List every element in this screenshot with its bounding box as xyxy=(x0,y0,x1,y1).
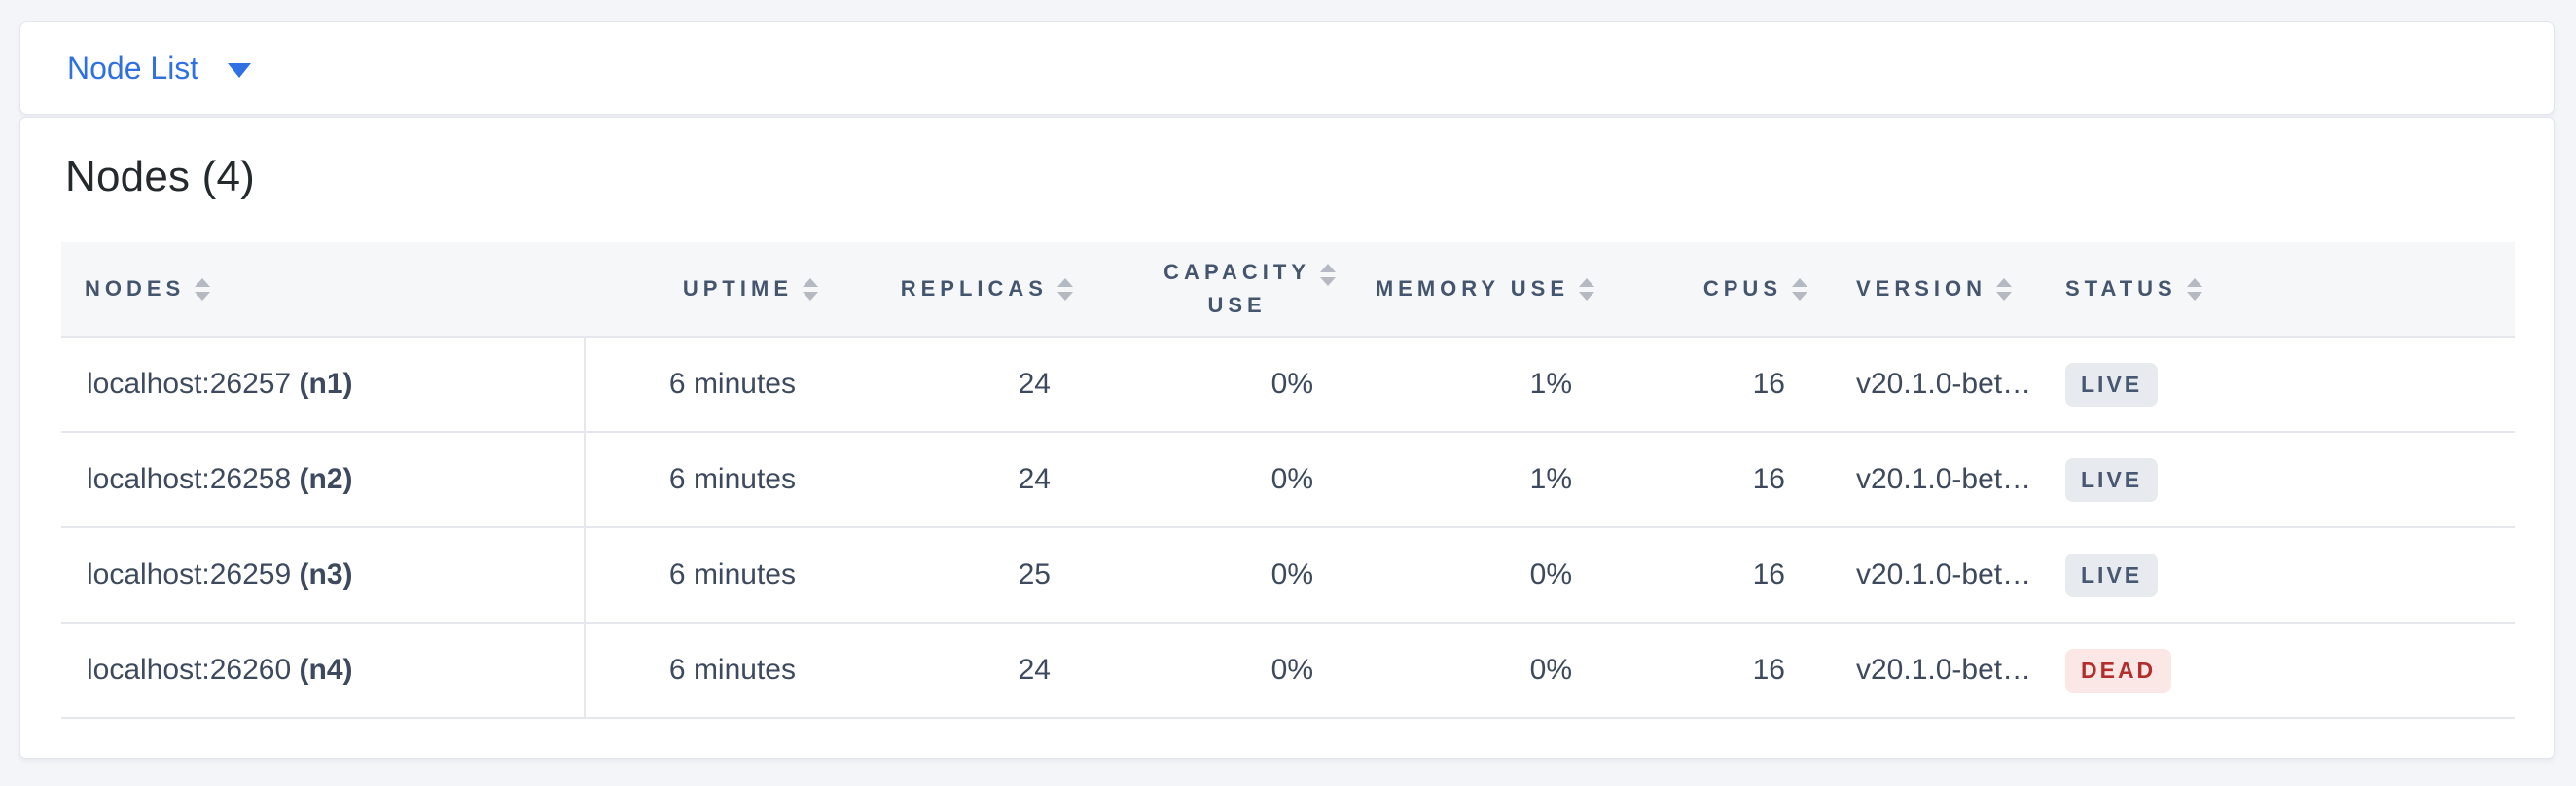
status-badge: LIVE xyxy=(2065,362,2159,407)
column-header-memory_use[interactable]: MEMORY USE xyxy=(1357,242,1616,337)
column-header-capacity_use[interactable]: CAPACITY USE xyxy=(1094,242,1357,337)
column-label: UPTIME xyxy=(682,276,793,301)
cell-version: v20.1.0-bet… xyxy=(1856,368,2032,400)
cell-memory_use: 0% xyxy=(1529,654,1572,686)
cell-uptime: 6 minutes xyxy=(668,463,796,495)
cell-memory_use: 0% xyxy=(1529,558,1572,590)
cell-version: v20.1.0-bet… xyxy=(1856,463,2032,495)
node-list-table: NODES UPTIME REPLICAS CAPACITY USE MEMORY USE… xyxy=(61,242,2515,719)
cell-status: LIVE xyxy=(2046,432,2515,527)
column-label: CAPACITY USE xyxy=(1163,260,1310,317)
column-header-cpus[interactable]: CPUS xyxy=(1616,242,1829,337)
table-header-row: NODES UPTIME REPLICAS CAPACITY USE MEMORY USE… xyxy=(61,242,2515,337)
sort-icon xyxy=(803,277,818,301)
cell-replicas: 24 xyxy=(1018,654,1051,686)
page-title: Nodes (4) xyxy=(65,153,255,200)
node-id: (n3) xyxy=(299,558,353,590)
cell-cpus: 16 xyxy=(1752,368,1785,400)
column-header-status[interactable]: STATUS xyxy=(2046,242,2515,337)
column-label: MEMORY USE xyxy=(1375,276,1569,301)
cell-capacity_use: 0% xyxy=(1270,368,1313,400)
sort-icon xyxy=(1792,277,1807,301)
cell-status: LIVE xyxy=(2046,527,2515,623)
cell-replicas: 25 xyxy=(1018,558,1051,590)
table-row: localhost:26259 (n3) 6 minutes 25 0% 0% 16 v20… xyxy=(61,527,2515,623)
sort-icon xyxy=(1996,277,2013,301)
cell-node-address[interactable]: localhost:26259 (n3) xyxy=(61,527,586,623)
sort-icon xyxy=(1057,277,1073,301)
column-label: VERSION xyxy=(1856,276,1987,301)
cell-status: DEAD xyxy=(2046,623,2515,718)
view-selector-dropdown[interactable]: Node List xyxy=(67,51,252,86)
sort-icon xyxy=(1579,277,1594,301)
cell-node-address[interactable]: localhost:26258 (n2) xyxy=(61,432,586,527)
node-id: (n4) xyxy=(299,654,353,686)
view-selector-bar: Node List xyxy=(19,21,2555,115)
cell-status: LIVE xyxy=(2046,337,2515,432)
caret-down-icon xyxy=(228,62,252,78)
column-label: NODES xyxy=(85,276,186,301)
cell-uptime: 6 minutes xyxy=(668,558,796,590)
table-row: localhost:26257 (n1) 6 minutes 24 0% 1% 16 v20… xyxy=(61,337,2515,432)
cell-version: v20.1.0-bet… xyxy=(1856,654,2032,686)
cell-cpus: 16 xyxy=(1752,463,1785,495)
view-selector-label: Node List xyxy=(67,51,199,86)
cell-memory_use: 1% xyxy=(1529,463,1572,495)
node-id: (n1) xyxy=(299,368,353,400)
column-header-version[interactable]: VERSION xyxy=(1829,242,2046,337)
status-badge: LIVE xyxy=(2065,553,2159,597)
cell-cpus: 16 xyxy=(1752,558,1785,590)
table-row: localhost:26260 (n4) 6 minutes 24 0% 0% 16 v20… xyxy=(61,623,2515,718)
sort-icon xyxy=(2186,277,2202,301)
cell-cpus: 16 xyxy=(1752,654,1785,686)
column-label: REPLICAS xyxy=(900,276,1048,301)
cell-node-address[interactable]: localhost:26257 (n1) xyxy=(61,337,586,432)
column-label: CPUS xyxy=(1702,276,1782,301)
column-header-nodes[interactable]: NODES xyxy=(61,242,585,337)
cell-version: v20.1.0-bet… xyxy=(1856,558,2032,590)
cell-replicas: 24 xyxy=(1018,368,1051,400)
column-label: STATUS xyxy=(2065,276,2177,301)
column-header-replicas[interactable]: REPLICAS xyxy=(840,242,1094,337)
sort-icon xyxy=(195,277,211,301)
status-badge: DEAD xyxy=(2065,648,2172,693)
cell-replicas: 24 xyxy=(1018,463,1051,495)
column-header-uptime[interactable]: UPTIME xyxy=(585,242,840,337)
nodes-card: Nodes (4) NODES UPTIME REPLICAS CAPACITY USE… xyxy=(19,117,2555,759)
cell-capacity_use: 0% xyxy=(1270,654,1313,686)
status-badge: LIVE xyxy=(2065,457,2159,502)
sort-icon xyxy=(1320,264,1336,286)
node-id: (n2) xyxy=(299,463,353,495)
cell-uptime: 6 minutes xyxy=(668,654,796,686)
cell-uptime: 6 minutes xyxy=(668,368,796,400)
cell-capacity_use: 0% xyxy=(1270,463,1313,495)
table-row: localhost:26258 (n2) 6 minutes 24 0% 1% 16 v20… xyxy=(61,432,2515,527)
cell-node-address[interactable]: localhost:26260 (n4) xyxy=(61,623,586,718)
cell-memory_use: 1% xyxy=(1529,368,1572,400)
cell-capacity_use: 0% xyxy=(1270,558,1313,590)
